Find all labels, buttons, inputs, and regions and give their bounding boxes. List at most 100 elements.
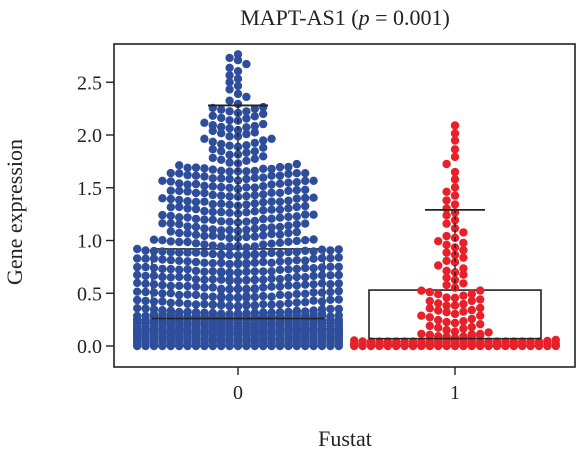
- data-point: [334, 279, 343, 288]
- data-point: [166, 227, 175, 236]
- data-point: [225, 242, 234, 251]
- data-point: [175, 228, 184, 238]
- data-point: [158, 280, 167, 290]
- data-point: [275, 290, 285, 300]
- data-point: [275, 300, 285, 309]
- data-point: [259, 267, 268, 276]
- data-point: [484, 328, 493, 337]
- data-point: [217, 226, 226, 235]
- data-point: [492, 337, 502, 346]
- data-point: [275, 274, 285, 284]
- data-point: [450, 224, 460, 233]
- data-point: [292, 256, 301, 265]
- data-point: [208, 308, 217, 318]
- data-point: [191, 204, 201, 214]
- data-point: [250, 173, 259, 183]
- data-point: [476, 320, 485, 329]
- data-point: [141, 262, 150, 272]
- data-point: [526, 337, 535, 346]
- data-point: [301, 169, 310, 178]
- data-point: [242, 300, 251, 309]
- data-point: [267, 258, 276, 267]
- data-point: [183, 273, 192, 282]
- data-point: [309, 264, 318, 273]
- data-point: [467, 305, 476, 315]
- data-point: [242, 225, 251, 235]
- data-point: [208, 275, 217, 284]
- data-point: [191, 214, 201, 224]
- data-point: [275, 171, 285, 180]
- data-point: [200, 134, 209, 143]
- data-point: [267, 171, 276, 180]
- data-point: [242, 191, 251, 201]
- data-point: [158, 194, 167, 203]
- data-point: [183, 290, 192, 299]
- data-point: [183, 257, 192, 266]
- data-point: [284, 237, 293, 246]
- data-point: [317, 254, 327, 263]
- data-point: [442, 196, 451, 205]
- data-point: [301, 289, 310, 298]
- data-point: [217, 199, 226, 208]
- data-point: [225, 132, 234, 141]
- data-point: [200, 267, 209, 276]
- data-point: [250, 258, 259, 267]
- data-point: [233, 302, 243, 311]
- data-point: [133, 311, 142, 321]
- data-point: [149, 271, 159, 280]
- y-tick-label: 0.0: [77, 336, 102, 358]
- data-point: [200, 308, 209, 318]
- data-point: [175, 213, 184, 222]
- data-point: [275, 230, 285, 239]
- data-point: [225, 301, 234, 311]
- data-point: [408, 337, 418, 346]
- data-point: [259, 173, 268, 182]
- data-point: [141, 271, 150, 281]
- data-point: [242, 217, 251, 226]
- x-tick-label: 1: [450, 382, 460, 404]
- data-point: [242, 129, 251, 139]
- data-point: [459, 270, 468, 279]
- data-point: [250, 154, 259, 163]
- data-point: [200, 275, 209, 284]
- data-point: [217, 129, 226, 138]
- data-point: [233, 292, 243, 302]
- chart-title-rest: = 0.001): [370, 5, 450, 30]
- data-point: [442, 317, 451, 327]
- data-point: [284, 221, 293, 230]
- data-point: [175, 290, 184, 300]
- data-point: [467, 330, 476, 339]
- data-point: [242, 141, 251, 150]
- data-point: [200, 188, 209, 198]
- data-point: [309, 247, 318, 256]
- data-point: [233, 226, 243, 236]
- data-point: [208, 259, 217, 268]
- data-point: [250, 128, 259, 137]
- data-point: [334, 304, 343, 314]
- data-point: [259, 249, 268, 259]
- data-point: [301, 298, 310, 307]
- data-point: [191, 248, 201, 257]
- data-point: [317, 263, 327, 272]
- data-point: [366, 337, 376, 346]
- data-point: [383, 337, 392, 346]
- data-point: [242, 59, 251, 69]
- plot-frame: [113, 43, 576, 368]
- data-point: [284, 308, 293, 317]
- data-point: [217, 258, 226, 267]
- data-point: [309, 280, 318, 289]
- data-point: [259, 143, 268, 152]
- data-point: [459, 264, 468, 273]
- data-point: [242, 114, 251, 123]
- data-point: [183, 170, 192, 180]
- data-point: [442, 301, 451, 310]
- data-point: [417, 329, 426, 339]
- data-point: [275, 238, 285, 247]
- data-point: [208, 231, 217, 240]
- data-point: [476, 311, 485, 320]
- data-point: [166, 273, 175, 282]
- data-point: [183, 163, 192, 172]
- data-point: [217, 147, 226, 156]
- data-point: [242, 156, 251, 165]
